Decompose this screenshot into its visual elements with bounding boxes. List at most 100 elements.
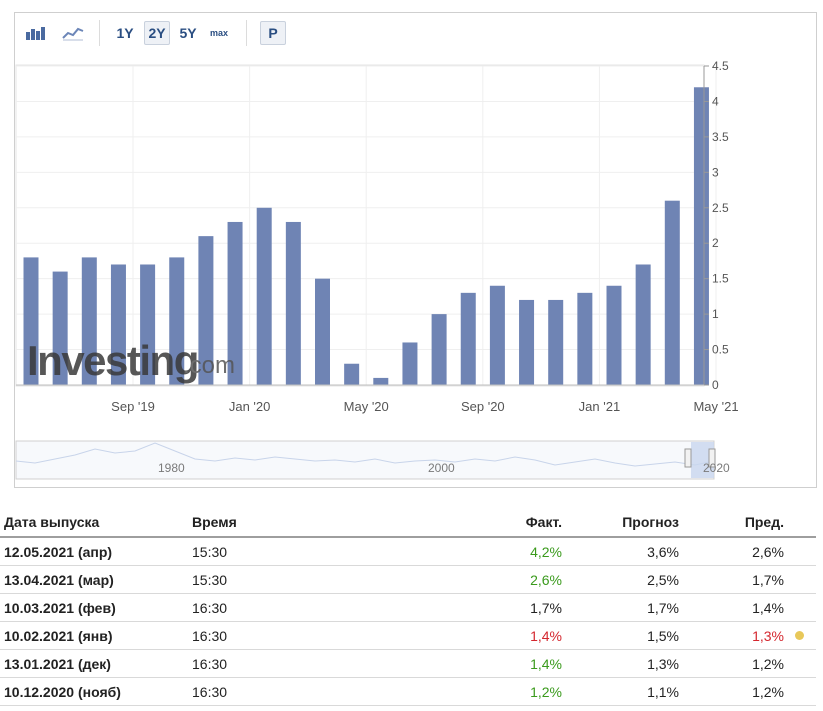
cell-date: 13.04.2021 (мар) [4, 571, 114, 588]
cell-date: 10.02.2021 (янв) [4, 627, 113, 644]
cell-time: 16:30 [192, 599, 228, 616]
bar[interactable] [344, 363, 360, 385]
table-row: 13.04.2021 (мар) 15:30 2,6% 2,5% 1,7% [0, 566, 816, 594]
cell-actual: 1,4% [530, 627, 562, 644]
header-forecast[interactable]: Прогноз [622, 514, 679, 530]
bar[interactable] [52, 271, 68, 385]
cell-actual: 4,2% [530, 543, 562, 560]
cell-actual: 1,2% [530, 683, 562, 700]
print-button[interactable]: P [260, 21, 286, 45]
y-tick-label: 2.5 [712, 201, 729, 215]
bar[interactable] [693, 87, 709, 386]
cell-date: 10.12.2020 (нояб) [4, 683, 121, 700]
cell-forecast: 2,5% [647, 571, 679, 588]
table-row: 10.03.2021 (фев) 16:30 1,7% 1,7% 1,4% [0, 594, 816, 622]
bar[interactable] [431, 314, 447, 385]
cell-actual: 1,7% [530, 599, 562, 616]
cell-previous: 1,7% [752, 571, 784, 588]
range-2y-button[interactable]: 2Y [144, 21, 170, 45]
range-max-button[interactable]: max [209, 28, 228, 38]
cell-forecast: 1,7% [647, 599, 679, 616]
bar[interactable] [256, 207, 272, 385]
cell-date: 13.01.2021 (дек) [4, 655, 111, 672]
toolbar-separator [246, 20, 247, 46]
header-actual[interactable]: Факт. [525, 514, 562, 530]
range-5y-button[interactable]: 5Y [179, 25, 197, 41]
cell-forecast: 1,1% [647, 683, 679, 700]
cell-actual: 1,4% [530, 655, 562, 672]
header-previous[interactable]: Пред. [744, 514, 784, 530]
navigator-selection[interactable] [691, 442, 714, 478]
cell-previous: 2,6% [752, 543, 784, 560]
bar[interactable] [460, 292, 476, 385]
bar[interactable] [198, 236, 214, 385]
bar[interactable] [81, 257, 97, 385]
y-tick-label: 0.5 [712, 343, 729, 357]
cell-time: 16:30 [192, 627, 228, 644]
header-time[interactable]: Время [192, 514, 237, 530]
y-tick-label: 4.5 [712, 59, 729, 73]
cell-previous: 1,3% [752, 627, 784, 644]
watermark-suffix: .com [183, 352, 235, 379]
bar[interactable] [402, 342, 418, 385]
cell-date: 10.03.2021 (фев) [4, 599, 116, 616]
y-tick-label: 3.5 [712, 130, 729, 144]
table-row: 13.01.2021 (дек) 16:30 1,4% 1,3% 1,2% [0, 650, 816, 678]
navigator-label-1980: 1980 [158, 461, 185, 475]
navigator-right-handle[interactable] [708, 448, 716, 468]
bar[interactable] [489, 285, 505, 385]
bar[interactable] [227, 221, 243, 385]
y-tick-label: 4 [712, 94, 719, 108]
line-chart-icon[interactable] [58, 21, 88, 45]
grid [16, 65, 717, 385]
x-tick-label: May '20 [344, 399, 389, 414]
revision-dot-icon[interactable] [795, 631, 804, 640]
bar[interactable] [285, 221, 301, 385]
bar[interactable] [110, 264, 126, 385]
cell-forecast: 1,5% [647, 627, 679, 644]
toolbar-separator [99, 20, 100, 46]
y-tick-label: 1 [712, 307, 719, 321]
x-tick-label: Sep '19 [111, 399, 155, 414]
cell-previous: 1,2% [752, 655, 784, 672]
bar[interactable] [315, 278, 330, 385]
header-date[interactable]: Дата выпуска [4, 514, 100, 530]
chart-toolbar: 1Y 2Y 5Y max P [15, 13, 816, 53]
investing-watermark: Investing .com [27, 337, 235, 384]
bar[interactable] [635, 264, 651, 385]
y-tick-label: 2 [712, 236, 719, 250]
y-tick-label: 3 [712, 165, 719, 179]
cell-forecast: 1,3% [647, 655, 679, 672]
bar[interactable] [606, 285, 622, 385]
x-tick-label: Jan '21 [579, 399, 621, 414]
navigator-series [15, 442, 715, 467]
cell-time: 16:30 [192, 655, 228, 672]
table-row: 10.12.2020 (нояб) 16:30 1,2% 1,1% 1,2% [0, 678, 816, 706]
bar[interactable] [373, 377, 389, 385]
releases-table: Дата выпуска Время Факт. Прогноз Пред. 1… [0, 508, 816, 706]
bar[interactable] [23, 257, 39, 385]
table-row: 12.05.2021 (апр) 15:30 4,2% 3,6% 2,6% [0, 538, 816, 566]
bar[interactable] [548, 299, 564, 385]
bars [23, 87, 709, 386]
navigator-label-2020: 2020 [703, 461, 730, 475]
bar[interactable] [577, 292, 593, 385]
navigator[interactable]: 1980 2000 2020 [15, 440, 730, 480]
range-1y-button[interactable]: 1Y [116, 25, 134, 41]
chart-panel: 1Y 2Y 5Y max P 00.511.522.533.544.5 9Sep… [14, 12, 817, 488]
cell-actual: 2,6% [530, 571, 562, 588]
navigator-label-2000: 2000 [428, 461, 455, 475]
table-body: 12.05.2021 (апр) 15:30 4,2% 3,6% 2,6% 13.04.2… [0, 538, 816, 706]
cell-time: 15:30 [192, 571, 228, 588]
bar[interactable] [169, 257, 185, 385]
cell-time: 16:30 [192, 683, 228, 700]
navigator-left-handle[interactable] [684, 448, 692, 468]
bar[interactable] [140, 264, 156, 385]
bar[interactable] [519, 299, 535, 385]
bar[interactable] [664, 200, 680, 385]
bar-chart-icon[interactable] [21, 21, 51, 45]
x-tick-label: May '21 [693, 399, 738, 414]
cell-previous: 1,4% [752, 599, 784, 616]
